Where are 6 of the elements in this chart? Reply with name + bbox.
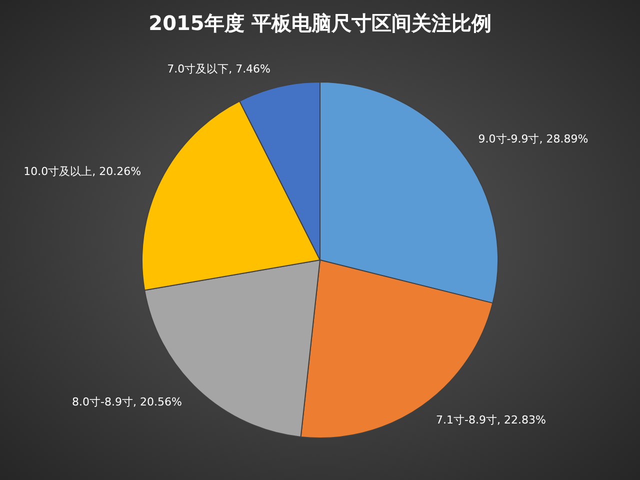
slice-label: 7.0寸及以下, 7.46% (167, 62, 271, 76)
chart-title: 2015年度 平板电脑尺寸区间关注比例 (148, 11, 492, 35)
slice-label: 8.0寸-8.9寸, 20.56% (72, 396, 182, 409)
slice-label: 7.1寸-8.9寸, 22.83% (436, 414, 546, 427)
slice-label: 9.0寸-9.9寸, 28.89% (478, 132, 588, 146)
slice-label: 10.0寸及以上, 20.26% (24, 165, 142, 178)
